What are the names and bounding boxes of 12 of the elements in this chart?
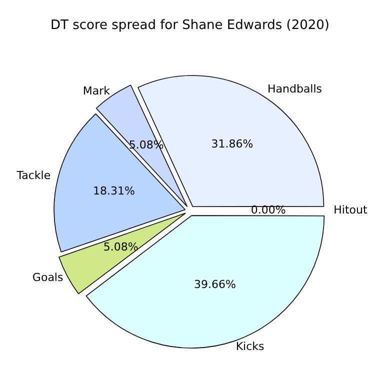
- data-label: 18.31%: [93, 184, 135, 198]
- slice-label: Goals: [32, 271, 64, 284]
- data-label: 5.08%: [103, 240, 138, 254]
- data-label: 31.86%: [211, 138, 254, 151]
- category-label: Hitout: [334, 204, 368, 217]
- slice-label: Kicks: [236, 340, 265, 353]
- slice-label: Tackle: [16, 168, 51, 182]
- chart-title: DT score spread for Shane Edwards (2020): [50, 18, 330, 34]
- slice-label: Mark: [82, 84, 111, 98]
- data-label: 39.66%: [194, 278, 236, 291]
- text: 0.00%: [250, 204, 286, 217]
- slice-label: Handballs: [267, 82, 322, 96]
